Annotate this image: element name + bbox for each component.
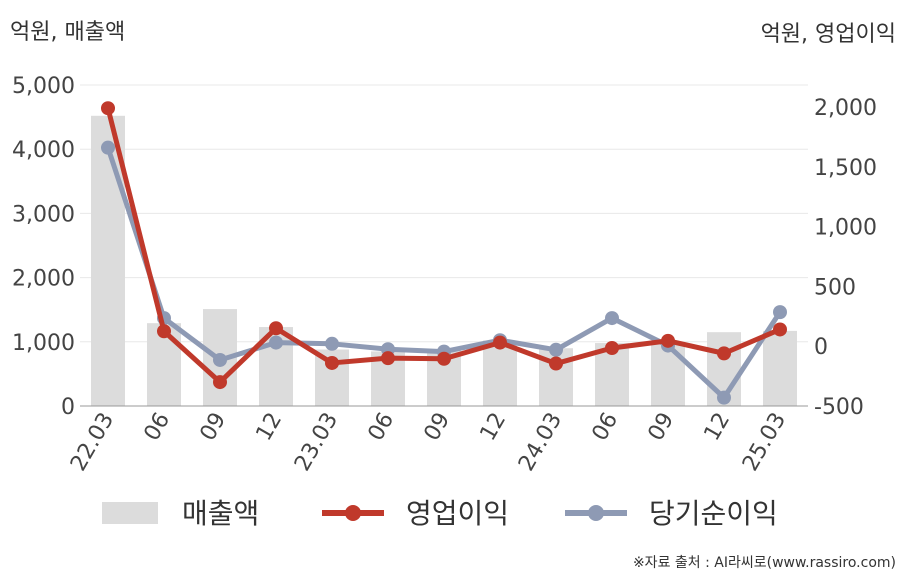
x-tick-label: 09 — [420, 409, 456, 446]
y-left-tick: 1,000 — [12, 331, 75, 356]
x-tick-label: 12 — [700, 409, 736, 446]
y-right-tick: -500 — [814, 395, 864, 420]
x-tick-label: 09 — [644, 409, 680, 446]
series-point — [717, 390, 731, 405]
series-point — [381, 351, 395, 366]
legend: 매출액 영업이익 당기순이익 — [102, 497, 778, 530]
axes: 0 1,000 2,000 3,000 4,000 5,000 -500 0 500 1,000 1… — [12, 74, 877, 476]
series-point — [493, 335, 507, 350]
y-left-tick: 4,000 — [12, 138, 75, 163]
series-point — [605, 340, 619, 355]
legend-label: 영업이익 — [406, 497, 509, 530]
y-left-tick: 2,000 — [12, 267, 75, 292]
y-right-tick: 500 — [814, 275, 856, 300]
series-point — [101, 140, 115, 155]
y-left-tick: 3,000 — [12, 202, 75, 227]
y-right-tick: 1,500 — [814, 156, 877, 181]
x-tick-label: 06 — [588, 409, 624, 446]
x-tick-label: 12 — [252, 409, 288, 446]
x-tick-label: 09 — [196, 409, 232, 446]
gridlines — [80, 84, 808, 343]
y-right-tick: 0 — [814, 335, 828, 360]
right-axis-unit: 억원, 영업이익 — [760, 22, 896, 47]
y-right-tick: 1,000 — [814, 216, 877, 241]
bar — [91, 115, 125, 406]
legend-swatch-marker — [345, 505, 361, 521]
series-point — [325, 336, 339, 351]
legend-swatch-bar — [102, 502, 158, 524]
line-series — [101, 101, 787, 405]
y-left-tick: 0 — [61, 395, 75, 420]
y-right-tick: 2,000 — [814, 96, 877, 121]
series-point — [269, 321, 283, 336]
x-tick-label: 23.03 — [290, 409, 343, 476]
series-point — [269, 335, 283, 350]
left-axis-unit: 억원, 매출액 — [10, 20, 126, 45]
x-tick-label: 24.03 — [514, 409, 567, 476]
series-point — [605, 311, 619, 326]
series-point — [549, 356, 563, 371]
series-point — [437, 351, 451, 366]
legend-label: 매출액 — [182, 497, 259, 530]
series-point — [213, 375, 227, 390]
bar — [483, 340, 517, 406]
series-point — [773, 322, 787, 337]
series-point — [773, 305, 787, 320]
series-point — [717, 346, 731, 361]
x-tick-label: 12 — [476, 409, 512, 446]
series-point — [549, 342, 563, 357]
legend-swatch-marker — [588, 505, 604, 521]
source-note: ※자료 출처 : AI라씨로(www.rassiro.com) — [632, 555, 896, 571]
series-point — [157, 324, 171, 339]
x-tick-label: 06 — [364, 409, 400, 446]
bar — [763, 330, 797, 406]
y-left-tick: 5,000 — [12, 74, 75, 99]
series-point — [213, 352, 227, 367]
x-tick-label: 06 — [140, 409, 176, 446]
x-tick-label: 25.03 — [738, 409, 791, 476]
series-point — [101, 101, 115, 116]
legend-label: 당기순이익 — [649, 497, 778, 530]
series-point — [661, 333, 675, 348]
bar-series — [91, 115, 797, 406]
series-point — [325, 355, 339, 370]
